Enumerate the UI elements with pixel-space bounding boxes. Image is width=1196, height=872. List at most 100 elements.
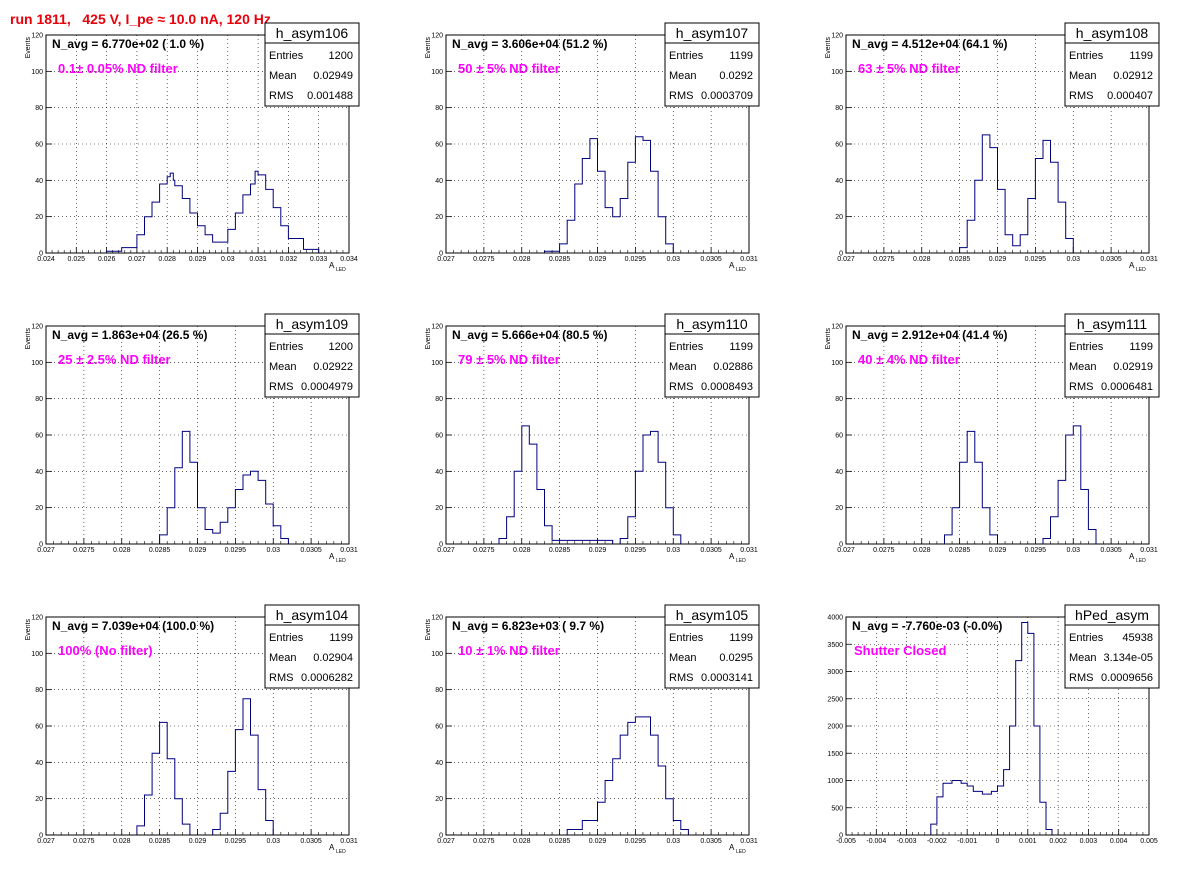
stats-value: 0.02949	[313, 70, 353, 82]
x-tick-label: 0.03	[266, 547, 280, 554]
y-tick-label: 120	[31, 33, 43, 40]
x-axis-label: A	[329, 261, 335, 270]
x-tick-label: 0.001	[1019, 838, 1037, 845]
x-tick-label: 0.029	[189, 256, 207, 263]
histogram-panel-h_asym107: 0.027 0.0275 0.028 0.0285 0.029 0.0295 0.03 0.0…	[425, 22, 760, 273]
histogram-series	[552, 716, 689, 836]
y-tick-label: 60	[35, 142, 43, 149]
x-tick-label: 0.033	[310, 256, 328, 263]
y-tick-label: 120	[31, 324, 43, 331]
stats-box	[1064, 42, 1160, 107]
x-tick-label: 0.003	[1080, 838, 1098, 845]
x-tick-label: 0.027	[437, 547, 455, 554]
stats-value: 0.0009656	[1101, 672, 1153, 684]
x-tick-label: 0.031	[340, 547, 358, 554]
stats-value: 0.001488	[307, 90, 353, 102]
histogram-panel-h_asym106: 0.024 0.025 0.026 0.027 0.028 0.029 0.03 0.031 0…	[25, 22, 360, 273]
x-tick-label: 0.027	[837, 547, 855, 554]
y-tick-label: 40	[435, 760, 443, 767]
stats-label: Entries	[1069, 341, 1104, 353]
x-tick-label: 0.028	[513, 838, 531, 845]
x-tick-label: 0.03	[1066, 256, 1080, 263]
y-tick-label: 0	[39, 833, 43, 840]
y-tick-label: 100	[831, 69, 843, 76]
y-tick-label: 60	[835, 433, 843, 440]
histogram-series	[91, 170, 320, 254]
y-axis-label: Events	[825, 328, 832, 350]
histogram-series	[944, 134, 1074, 254]
y-tick-label: 100	[431, 69, 443, 76]
y-tick-label: 2500	[827, 696, 843, 703]
y-tick-label: 20	[35, 505, 43, 512]
y-tick-label: 0	[439, 542, 443, 549]
histogram-series	[921, 622, 1053, 836]
plot-frame	[445, 325, 750, 545]
x-axis-label-subscript: LED	[736, 267, 746, 273]
y-tick-label: 120	[431, 324, 443, 331]
stats-label: RMS	[269, 381, 293, 393]
x-tick-label: 0.03	[666, 256, 680, 263]
stats-value: 0.0006282	[301, 672, 353, 684]
histogram-series	[121, 698, 274, 836]
filter-annotation: 100% (No filter)	[58, 643, 153, 658]
x-axis-label: A	[729, 261, 735, 270]
plot-frame	[845, 325, 1150, 545]
x-tick-label: 0.0305	[300, 547, 322, 554]
x-axis-label-subscript: LED	[736, 849, 746, 855]
x-tick-label: 0.0305	[700, 256, 722, 263]
histogram-panel-h_asym108: 0.027 0.0275 0.028 0.0285 0.029 0.0295 0.03 0.0…	[825, 22, 1160, 273]
x-tick-label: 0.004	[1110, 838, 1128, 845]
x-axis-label-subscript: LED	[1136, 267, 1146, 273]
y-tick-label: 80	[35, 396, 43, 403]
x-tick-label: 0.0275	[473, 547, 495, 554]
y-tick-label: 1500	[827, 751, 843, 758]
stats-value: 0.02886	[713, 361, 753, 373]
x-tick-label: 0.03	[666, 547, 680, 554]
stats-box	[264, 624, 360, 689]
x-tick-label: 0.028	[513, 547, 531, 554]
x-tick-label: 0.028	[513, 256, 531, 263]
y-tick-label: 120	[431, 615, 443, 622]
histogram-panel-h_asym104: 0.027 0.0275 0.028 0.0285 0.029 0.0295 0.03 0.0…	[25, 604, 360, 855]
plot-frame	[845, 34, 1150, 254]
x-tick-label: 0.0295	[625, 547, 647, 554]
stats-label: Entries	[669, 632, 704, 644]
y-tick-label: 40	[835, 469, 843, 476]
stats-label: RMS	[269, 672, 293, 684]
y-tick-label: 3000	[827, 669, 843, 676]
x-tick-label: 0.0275	[73, 547, 95, 554]
histogram-name: h_asym111	[1077, 316, 1148, 332]
x-axis-label: A	[329, 552, 335, 561]
x-tick-label: 0.0305	[700, 547, 722, 554]
x-tick-label: 0.028	[113, 838, 131, 845]
x-tick-label: 0.0285	[949, 256, 971, 263]
x-tick-label: 0.024	[37, 256, 55, 263]
y-tick-label: 0	[39, 251, 43, 258]
histogram-name: h_asym106	[276, 25, 349, 41]
stats-value: 0.0003141	[701, 672, 753, 684]
y-axis-label: Events	[25, 328, 32, 350]
histogram-series	[936, 425, 1097, 545]
y-tick-label: 3500	[827, 642, 843, 649]
histogram-name: h_asym109	[276, 316, 349, 332]
x-tick-label: 0.03	[221, 256, 235, 263]
stats-label: Mean	[1069, 361, 1097, 373]
histogram-name: hPed_asym	[1075, 607, 1149, 623]
x-tick-label: 0.027	[37, 838, 55, 845]
x-axis-label-subscript: LED	[336, 267, 346, 273]
x-axis-label: A	[1129, 261, 1135, 270]
stats-value: 0.02904	[313, 652, 353, 664]
x-tick-label: 0	[996, 838, 1000, 845]
plot-frame	[445, 616, 750, 836]
x-tick-label: 0.0275	[73, 838, 95, 845]
x-tick-label: 0.03	[666, 838, 680, 845]
x-axis-label: A	[329, 843, 335, 852]
stats-label: Mean	[269, 652, 297, 664]
y-tick-label: 80	[35, 105, 43, 112]
y-tick-label: 100	[31, 69, 43, 76]
stats-value: 0.0006481	[1101, 381, 1153, 393]
x-axis-label-subscript: LED	[336, 558, 346, 564]
x-tick-label: 0.0295	[225, 547, 247, 554]
histogram-name: h_asym104	[276, 607, 349, 623]
stats-box	[264, 42, 360, 107]
